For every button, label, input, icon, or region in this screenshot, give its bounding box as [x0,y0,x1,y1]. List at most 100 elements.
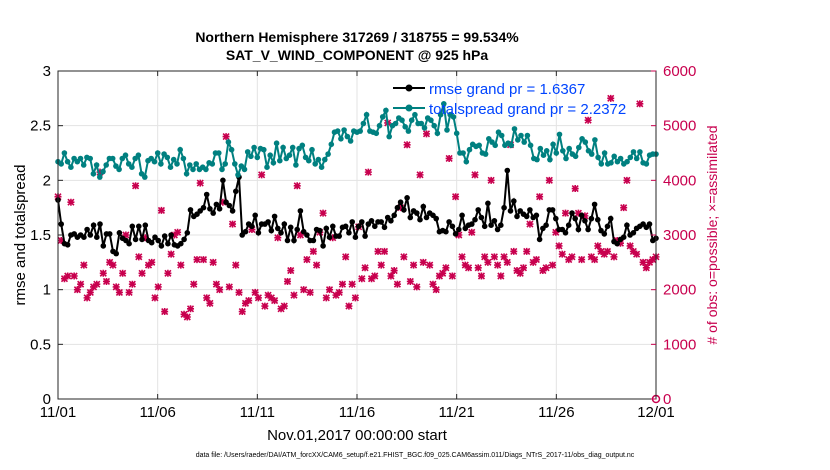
rmse-point [359,219,365,225]
rmse-point [90,222,97,228]
obs-assimilated-marker [228,220,237,228]
totalspread-point [293,162,299,168]
obs-assimilated-marker [325,286,334,294]
rmse-point [449,223,456,230]
rmse-point [507,208,514,214]
rmse-point [604,223,611,230]
totalspread-point [572,153,579,160]
obs-assimilated-cross [138,269,146,277]
obs-assimilated-marker [203,294,211,302]
totalspread-point [180,155,187,162]
obs-assimilated-marker [157,206,166,214]
obs-assimilated-marker [642,264,650,272]
totalspread-point [405,128,412,134]
totalspread-point [225,139,232,145]
obs-assimilated-cross [77,280,85,288]
legend-rmse-marker [405,84,413,92]
obs-assimilated-marker [232,261,240,269]
obs-assimilated-cross [574,209,582,217]
chart-title: Northern Hemisphere 317269 / 318755 = 99… [195,29,519,45]
obs-assimilated-cross [639,258,647,266]
obs-assimilated-marker [283,277,292,286]
obs-assimilated-marker [371,272,379,280]
obs-assimilated-cross [387,272,395,280]
obs-assimilated-cross [374,247,382,255]
totalspread-point [643,161,650,167]
obs-assimilated-cross [481,253,489,261]
rmse-point [582,218,588,224]
rmse-point [116,230,123,236]
obs-assimilated-marker [406,277,414,286]
obs-assimilated-marker [578,256,586,264]
obs-assimilated-cross [623,176,631,184]
y-right-axis-label: # of obs: o=possible; ×=assimilated [704,125,720,344]
totalspread-point [540,152,547,158]
obs-assimilated-cross [526,220,534,228]
rmse-point [155,237,161,244]
totalspread-point [553,150,560,156]
totalspread-point [177,146,183,153]
obs-assimilated-cross [122,231,130,239]
obs-assimilated-cross [477,272,486,280]
rmse-point [168,232,174,238]
rmse-point [355,223,362,230]
rmse-point [368,218,375,224]
obs-assimilated-marker [164,269,172,277]
obs-assimilated-marker [290,291,298,299]
obs-assimilated-cross [578,256,586,264]
rmse-point [578,212,585,219]
totalspread-point [637,149,643,155]
obs-assimilated-cross [620,204,628,212]
rmse-point [536,236,543,243]
obs-assimilated-marker [258,171,266,179]
rmse-point [255,230,262,236]
obs-assimilated-marker [209,258,217,266]
totalspread-point [521,139,527,145]
y-axis-label: rmse and totalspread [12,165,29,306]
obs-assimilated-cross [206,299,214,307]
totalspread-point [588,151,595,157]
rmse-point [459,212,465,219]
obs-assimilated-marker [448,272,456,280]
obs-assimilated-cross [361,264,369,272]
obs-assimilated-marker [400,253,408,261]
rmse-point [87,232,94,238]
y-tick-label: 1.5 [30,227,51,244]
totalspread-point [334,128,341,134]
obs-assimilated-marker [503,258,511,266]
obs-assimilated-marker [251,288,259,296]
obs-assimilated-cross [607,94,615,102]
obs-assimilated-marker [591,256,599,264]
obs-assimilated-cross [406,277,414,286]
obs-assimilated-marker [102,277,111,286]
totalspread-point [170,156,177,163]
totalspread-point [312,161,319,167]
obs-assimilated-cross [471,171,479,179]
obs-assimilated-cross [248,225,256,234]
obs-assimilated-cross [552,228,560,236]
obs-assimilated-cross [238,307,246,316]
rmse-point [504,167,511,174]
totalspread-point [576,144,582,151]
obs-assimilated-marker [439,269,447,277]
obs-assimilated-cross [510,247,518,255]
totalspread-point [563,155,569,162]
rmse-point [271,213,278,220]
obs-assimilated-marker [329,234,337,242]
totalspread-point [64,158,71,165]
obs-assimilated-marker [287,266,295,275]
obs-assimilated-marker [484,258,492,266]
obs-assimilated-cross [568,253,576,261]
obs-assimilated-cross [610,253,618,261]
rmse-point [553,215,559,222]
obs-assimilated-cross [309,247,317,255]
totalspread-point [299,142,306,149]
obs-assimilated-marker [510,247,518,255]
rmse-point [352,234,359,240]
obs-assimilated-cross [67,198,75,206]
rmse-point [216,206,223,212]
obs-assimilated-marker [471,171,479,179]
obs-assimilated-marker [516,269,524,277]
totalspread-point [633,155,640,162]
totalspread-point [280,144,286,151]
